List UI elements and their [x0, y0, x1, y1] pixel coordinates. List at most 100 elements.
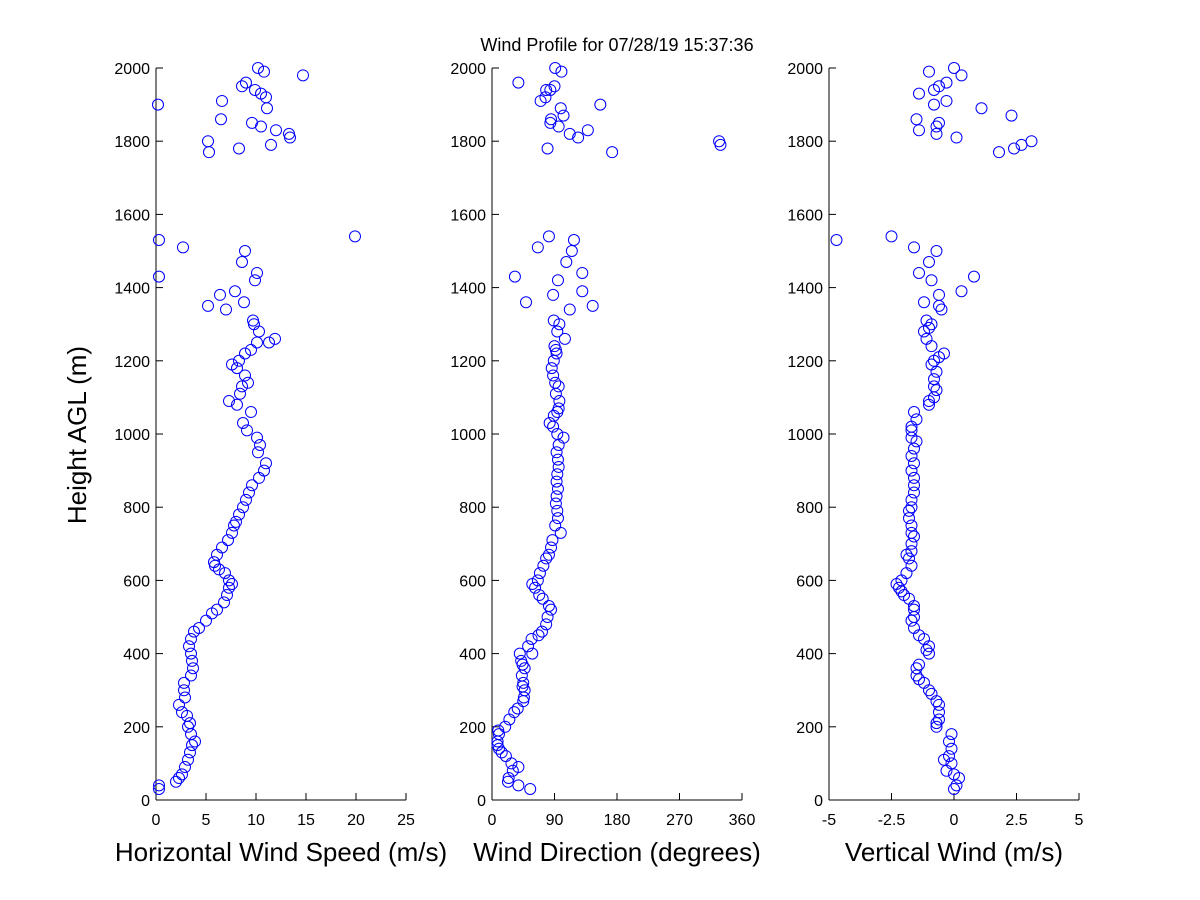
- wind-direction-data-point: [544, 116, 557, 129]
- wind-direction-data-point: [548, 80, 561, 93]
- horizontal-wind-speed-y-tick-label: 2000: [114, 61, 150, 78]
- vertical-wind-data-point: [993, 146, 1005, 159]
- vertical-wind-y-tick-label: 1200: [787, 354, 823, 371]
- y-axis-label: Height AGL (m): [62, 346, 92, 524]
- horizontal-wind-speed-data-point: [187, 662, 199, 675]
- horizontal-wind-speed-data-point: [251, 431, 263, 444]
- wind-direction-x-axis-label: Wind Direction (degrees): [473, 837, 761, 867]
- wind-direction-data-point: [501, 775, 514, 788]
- wind-direction-data-point: [551, 504, 564, 517]
- vertical-wind-data-point: [943, 750, 955, 763]
- horizontal-wind-speed-data-point: [185, 632, 197, 645]
- vertical-wind-data-point: [910, 113, 923, 126]
- horizontal-wind-speed-data-point: [184, 746, 196, 759]
- horizontal-wind-speed-data-point: [270, 124, 282, 137]
- horizontal-wind-speed-y-tick-label: 600: [123, 573, 150, 590]
- horizontal-wind-speed-data-point: [178, 676, 190, 689]
- vertical-wind-data-point: [928, 373, 940, 386]
- horizontal-wind-speed-data-point: [234, 387, 246, 400]
- vertical-wind-data-point: [923, 65, 935, 78]
- wind-direction-data-point: [502, 772, 515, 785]
- wind-direction-data-point: [492, 728, 505, 741]
- wind-direction-data-point: [552, 402, 565, 415]
- horizontal-wind-speed-data-point: [219, 567, 231, 580]
- horizontal-wind-speed-data-point: [182, 753, 194, 766]
- vertical-wind-data-point: [933, 713, 945, 726]
- wind-direction-data-point: [533, 589, 546, 602]
- wind-direction-data-point: [563, 127, 576, 140]
- vertical-wind-data-point: [905, 526, 918, 539]
- vertical-wind-y-tick-label: 2000: [787, 61, 823, 78]
- wind-direction-data-point: [540, 83, 553, 96]
- horizontal-wind-speed-data-point: [237, 501, 249, 514]
- horizontal-wind-speed-data-point: [173, 772, 185, 785]
- horizontal-wind-speed-data-point: [216, 541, 228, 554]
- horizontal-wind-speed-data-point: [152, 98, 164, 111]
- wind-direction-data-point: [545, 362, 558, 375]
- horizontal-wind-speed-data-point: [283, 127, 295, 140]
- horizontal-wind-speed-data-point: [239, 245, 251, 257]
- vertical-wind-data-point: [913, 673, 925, 686]
- wind-direction-data-point: [586, 299, 599, 312]
- horizontal-wind-speed-data-point: [258, 65, 270, 78]
- horizontal-wind-speed-data-point: [229, 285, 241, 298]
- vertical-wind-data-point: [925, 274, 938, 287]
- horizontal-wind-speed-data-point: [189, 735, 201, 748]
- vertical-wind-x-tick-label: 5: [1075, 812, 1084, 829]
- wind-direction-x-tick-label: 270: [666, 812, 693, 829]
- vertical-wind-data-point: [1008, 142, 1020, 155]
- horizontal-wind-speed-data-point: [230, 515, 242, 528]
- wind-direction-x-tick-label: 180: [604, 812, 631, 829]
- wind-direction-data-point: [554, 102, 567, 115]
- horizontal-wind-speed-x-tick-label: 25: [397, 812, 415, 829]
- wind-direction-data-point: [547, 288, 560, 301]
- horizontal-wind-speed-data-point: [184, 717, 196, 730]
- vertical-wind-data-point: [935, 303, 948, 316]
- wind-direction-data-point: [508, 270, 521, 283]
- horizontal-wind-speed-data-point: [269, 332, 281, 345]
- horizontal-wind-speed-data-point: [252, 62, 264, 74]
- wind-direction-x-tick-label: 0: [488, 812, 497, 829]
- vertical-wind-data-point: [905, 519, 918, 532]
- horizontal-wind-speed-data-point: [176, 706, 188, 719]
- horizontal-wind-speed-data-point: [255, 87, 267, 100]
- wind-direction-data-point: [547, 314, 560, 327]
- vertical-wind-data-point: [905, 545, 918, 558]
- horizontal-wind-speed-data-point: [173, 698, 185, 711]
- vertical-wind-y-tick-label: 400: [796, 647, 823, 664]
- horizontal-wind-speed-data-point: [260, 457, 272, 470]
- wind-direction-data-point: [552, 380, 565, 393]
- wind-direction-data-point: [552, 120, 565, 133]
- horizontal-wind-speed-panel: 0 200 400 600 800 1000 1200 1400 1600 1800 2000 0 5 1…: [114, 61, 447, 867]
- wind-direction-data-point: [550, 446, 563, 459]
- vertical-wind-data-point: [930, 384, 943, 397]
- horizontal-wind-speed-x-tick-label: 5: [202, 812, 211, 829]
- horizontal-wind-speed-data-point: [185, 647, 197, 660]
- wind-direction-y-tick-label: 1000: [450, 427, 486, 444]
- vertical-wind-data-point: [948, 768, 960, 781]
- wind-direction-data-point: [560, 255, 573, 268]
- vertical-wind-data-point: [1005, 109, 1018, 122]
- wind-direction-data-point: [555, 65, 568, 78]
- horizontal-wind-speed-data-point: [297, 69, 309, 82]
- wind-direction-data-point: [537, 559, 550, 572]
- vertical-wind-data-point: [945, 757, 958, 770]
- horizontal-wind-speed-data-point: [153, 779, 165, 792]
- vertical-wind-data-point: [908, 479, 920, 492]
- horizontal-wind-speed-x-tick-label: 10: [247, 812, 265, 829]
- horizontal-wind-speed-data-point: [245, 343, 257, 356]
- wind-direction-data-point: [551, 428, 564, 440]
- vertical-wind-data-point: [923, 647, 935, 660]
- horizontal-wind-speed-data-point: [223, 581, 235, 594]
- vertical-wind-data-point: [930, 717, 943, 730]
- horizontal-wind-speed-data-point: [223, 574, 235, 587]
- wind-direction-data-point: [531, 574, 544, 587]
- wind-direction-data-point: [545, 113, 558, 126]
- wind-direction-data-point: [508, 706, 521, 719]
- vertical-wind-data-point: [910, 662, 923, 675]
- vertical-wind-data-point: [905, 424, 918, 437]
- horizontal-wind-speed-data-point: [153, 270, 165, 283]
- horizontal-wind-speed-data-point: [200, 614, 212, 627]
- wind-direction-data-point: [549, 376, 562, 389]
- wind-direction-data-point: [713, 135, 726, 148]
